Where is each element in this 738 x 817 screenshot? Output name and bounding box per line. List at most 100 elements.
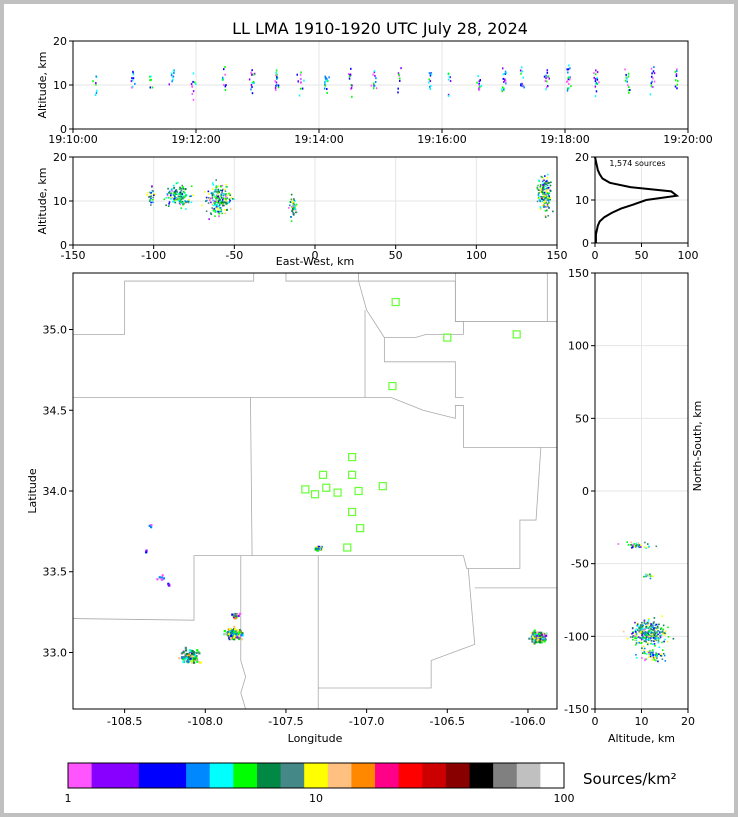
ew-source-point bbox=[222, 204, 224, 207]
ew-tick-label: 50 bbox=[389, 249, 403, 262]
time-source-point bbox=[373, 84, 376, 87]
time-source-point bbox=[448, 75, 451, 78]
ns-source-point bbox=[652, 621, 655, 624]
ew-source-point bbox=[224, 209, 226, 211]
ns-source-point bbox=[652, 654, 655, 657]
ew-source-point bbox=[219, 189, 222, 192]
ns-source-point bbox=[654, 624, 657, 627]
plan-source-point bbox=[192, 651, 196, 654]
ew-source-point bbox=[149, 200, 152, 203]
ns-source-point bbox=[662, 628, 665, 631]
ew-source-point bbox=[215, 190, 217, 193]
plan-source-point bbox=[191, 650, 194, 653]
ew-source-point bbox=[222, 188, 224, 191]
ns-source-point bbox=[645, 636, 648, 638]
ew-source-point bbox=[150, 195, 152, 198]
ns-source-point bbox=[639, 631, 642, 633]
time-source-point bbox=[223, 83, 225, 86]
ns-source-point bbox=[635, 635, 638, 637]
time-tick-label: 19:16:00 bbox=[417, 133, 466, 146]
ns-source-point bbox=[638, 627, 640, 629]
ew-source-point bbox=[178, 192, 181, 195]
ew-source-point bbox=[539, 208, 541, 210]
time-source-point bbox=[520, 84, 522, 87]
ew-source-point bbox=[543, 198, 546, 200]
time-source-point bbox=[149, 86, 152, 89]
colorbar-swatch bbox=[469, 763, 494, 788]
ew-source-point bbox=[201, 204, 203, 207]
ns-source-point bbox=[634, 621, 636, 624]
ns-y-tick-label: 100 bbox=[568, 340, 589, 353]
ew-source-point bbox=[178, 200, 180, 202]
ew-source-point bbox=[543, 204, 545, 206]
plan-source-point bbox=[534, 640, 537, 644]
ns-source-point bbox=[661, 641, 663, 644]
plan-source-point bbox=[233, 638, 236, 641]
ns-source-point bbox=[653, 634, 656, 637]
ew-source-point bbox=[206, 199, 208, 202]
time-source-point bbox=[250, 88, 252, 91]
ew-source-point bbox=[294, 205, 296, 208]
ew-source-point bbox=[211, 203, 214, 206]
plan-source-point bbox=[533, 629, 536, 632]
time-source-point bbox=[149, 79, 151, 82]
time-source-point bbox=[521, 66, 523, 69]
ew-source-point bbox=[548, 207, 550, 209]
plan-source-point bbox=[235, 633, 238, 636]
ns-source-point bbox=[646, 573, 649, 576]
ns-source-point bbox=[642, 625, 645, 628]
ns-source-point bbox=[648, 638, 651, 641]
ns-source-point bbox=[641, 634, 643, 636]
time-source-point bbox=[594, 77, 597, 80]
plan-source-point bbox=[316, 549, 319, 552]
ew-source-point bbox=[537, 197, 540, 199]
ew-source-point bbox=[223, 201, 226, 203]
plan-source-point bbox=[533, 632, 536, 635]
ns-source-point bbox=[664, 630, 667, 633]
ns-source-point bbox=[651, 659, 653, 661]
colorbar-swatch bbox=[186, 763, 211, 788]
ew-source-point bbox=[295, 205, 297, 207]
lma-station-marker bbox=[512, 330, 521, 339]
ew-source-point bbox=[544, 205, 546, 208]
ns-y-tick-label: 150 bbox=[568, 267, 589, 280]
plan-source-point bbox=[315, 547, 318, 550]
ew-source-point bbox=[548, 195, 550, 197]
ns-source-point bbox=[642, 638, 645, 640]
ns-source-point bbox=[627, 544, 630, 546]
ns-source-point bbox=[659, 636, 662, 639]
ew-source-point bbox=[179, 203, 182, 206]
ew-source-point bbox=[183, 203, 185, 205]
ns-ylabel: North-South, km bbox=[691, 401, 704, 492]
ew-source-point bbox=[544, 183, 546, 186]
time-source-point bbox=[504, 72, 507, 75]
ns-source-point bbox=[652, 633, 655, 636]
plan-source-point bbox=[229, 632, 232, 636]
plan-source-point bbox=[317, 547, 320, 551]
ns-source-point bbox=[640, 544, 642, 547]
ew-source-point bbox=[218, 212, 221, 215]
time-source-point bbox=[253, 73, 255, 76]
time-source-point bbox=[373, 71, 376, 74]
ns-source-point bbox=[655, 623, 658, 626]
ew-source-point bbox=[225, 183, 227, 186]
plan-source-point bbox=[198, 652, 201, 655]
ew-source-point bbox=[174, 199, 177, 202]
time-source-point bbox=[477, 75, 479, 78]
ns-source-point bbox=[636, 623, 639, 626]
plan-source-point bbox=[187, 653, 190, 656]
time-tick-label: 19:10:00 bbox=[48, 133, 97, 146]
plan-source-point bbox=[233, 634, 237, 637]
ew-source-point bbox=[173, 200, 175, 203]
ns-source-point bbox=[633, 545, 636, 547]
ns-source-point bbox=[660, 634, 663, 636]
lma-station-marker bbox=[343, 543, 352, 552]
time-source-point bbox=[505, 72, 507, 75]
ew-source-point bbox=[185, 201, 187, 204]
time-alt-tick-label: 20 bbox=[53, 35, 67, 48]
ew-source-point bbox=[223, 201, 225, 204]
ns-source-point bbox=[647, 575, 650, 577]
plan-source-point bbox=[228, 632, 231, 635]
ew-source-point bbox=[290, 193, 293, 196]
time-source-point bbox=[251, 73, 253, 76]
